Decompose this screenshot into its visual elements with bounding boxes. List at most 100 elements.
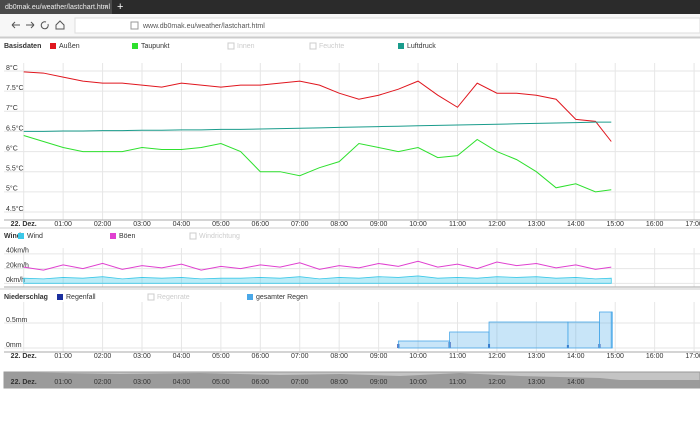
legend-label[interactable]: Wind	[27, 233, 43, 240]
navigator-series	[4, 372, 700, 388]
y-tick-label: 5°C	[6, 185, 18, 193]
x-tick-label: 10:00	[409, 353, 427, 360]
legend-label[interactable]: Regenfall	[66, 294, 96, 301]
x-tick-label: 07:00	[291, 221, 309, 228]
x-tick-label: 02:00	[94, 221, 112, 228]
x-tick-label: 04:00	[173, 353, 191, 360]
y-tick-label: 20km/h	[6, 262, 29, 269]
legend-swatch	[247, 294, 253, 300]
line-series	[23, 71, 612, 142]
area-step	[449, 331, 490, 349]
legend-label[interactable]: Taupunkt	[141, 43, 169, 50]
back-button[interactable]	[11, 21, 20, 29]
area-step	[567, 321, 600, 349]
x-tick-label: 22. Dez.	[11, 353, 37, 360]
panel-title: Basisdaten	[4, 43, 41, 50]
navigator-label: 11:00	[449, 379, 466, 386]
navigator-label: 10:00	[409, 379, 427, 386]
tab-title: db0mak.eu/weather/lastchart.html	[5, 4, 110, 11]
legend-label[interactable]: gesamter Regen	[256, 294, 308, 301]
legend-label[interactable]: Luftdruck	[407, 43, 436, 50]
legend-swatch	[147, 293, 155, 301]
y-tick-label: 6.5°C	[6, 124, 24, 132]
legend-label[interactable]: Außen	[59, 43, 80, 50]
x-tick-label: 15:00	[606, 353, 624, 360]
x-tick-label: 13:00	[528, 221, 546, 228]
navigator-label: 01:00	[54, 379, 72, 386]
x-tick-label: 02:00	[94, 353, 112, 360]
x-tick-label: 10:00	[409, 221, 427, 228]
y-tick-label: 5.5°C	[6, 165, 24, 173]
line-series	[23, 260, 612, 271]
legend-swatch	[398, 43, 404, 49]
y-tick-label: 8°C	[6, 64, 18, 72]
x-tick-label: 08:00	[330, 221, 348, 228]
x-tick-label: 15:00	[606, 221, 624, 228]
navigator-label: 03:00	[133, 379, 151, 386]
x-tick-label: 04:00	[173, 221, 191, 228]
x-tick-label: 11:00	[449, 221, 466, 228]
y-tick-label: 0.5mm	[6, 317, 28, 324]
x-tick-label: 06:00	[252, 221, 270, 228]
legend-swatch	[110, 233, 116, 239]
y-tick-label: 40km/h	[6, 248, 29, 255]
x-tick-label: 09:00	[370, 221, 388, 228]
area-step	[610, 311, 613, 349]
x-tick-label: 03:00	[133, 221, 151, 228]
x-tick-label: 13:00	[528, 353, 546, 360]
x-tick-label: 14:00	[567, 353, 585, 360]
x-tick-label: 16:00	[646, 353, 664, 360]
x-tick-label: 07:00	[291, 353, 309, 360]
x-tick-label: 01:00	[54, 353, 72, 360]
y-tick-label: 0km/h	[6, 277, 25, 284]
area-step	[397, 340, 450, 349]
tab-close[interactable]: ×	[104, 4, 108, 11]
area-step	[599, 311, 612, 349]
y-tick-label: 0mm	[6, 342, 22, 349]
legend-label[interactable]: Böen	[119, 233, 135, 240]
x-tick-label: 01:00	[54, 221, 72, 228]
legend-swatch	[227, 42, 235, 50]
x-tick-label: 05:00	[212, 221, 230, 228]
legend-label: Regenrate	[157, 294, 190, 301]
y-tick-label: 6°C	[6, 144, 18, 152]
page-icon	[130, 21, 139, 30]
legend-label: Innen	[237, 43, 255, 50]
legend-swatch	[309, 42, 317, 50]
legend-label: Feuchte	[319, 43, 344, 50]
x-tick-label: 09:00	[370, 353, 388, 360]
x-tick-label: 12:00	[488, 221, 506, 228]
panel-title: Wind	[4, 233, 21, 240]
navigator-label: 14:00	[567, 379, 585, 386]
navigator-label: 05:00	[212, 379, 230, 386]
home-button[interactable]	[55, 20, 65, 30]
navigator-label: 12:00	[488, 379, 506, 386]
x-tick-label: 06:00	[252, 353, 270, 360]
forward-button[interactable]	[26, 21, 35, 29]
tab-bar	[0, 0, 700, 14]
legend-swatch	[132, 43, 138, 49]
navigator-label: 22. Dez.	[11, 379, 37, 386]
address-bar[interactable]	[74, 17, 700, 34]
x-tick-label: 12:00	[488, 353, 506, 360]
navigator-label: 07:00	[291, 379, 309, 386]
y-tick-label: 7.5°C	[6, 84, 24, 92]
line-series	[23, 134, 612, 193]
x-tick-label: 14:00	[567, 221, 585, 228]
navigator-label: 13:00	[528, 379, 546, 386]
legend-label: Windrichtung	[199, 233, 240, 240]
navigator-border	[3, 371, 700, 389]
legend-swatch	[189, 232, 197, 240]
x-tick-label: 05:00	[212, 353, 230, 360]
reload-button[interactable]	[40, 21, 49, 30]
navigator-label: 04:00	[173, 379, 191, 386]
x-tick-label: 11:00	[449, 353, 466, 360]
tab[interactable]	[0, 0, 112, 14]
area-series	[23, 275, 612, 284]
new-tab-button[interactable]: +	[117, 1, 123, 13]
y-tick-label: 7°C	[6, 104, 18, 112]
line-series	[23, 121, 612, 132]
navigator-label: 02:00	[94, 379, 112, 386]
